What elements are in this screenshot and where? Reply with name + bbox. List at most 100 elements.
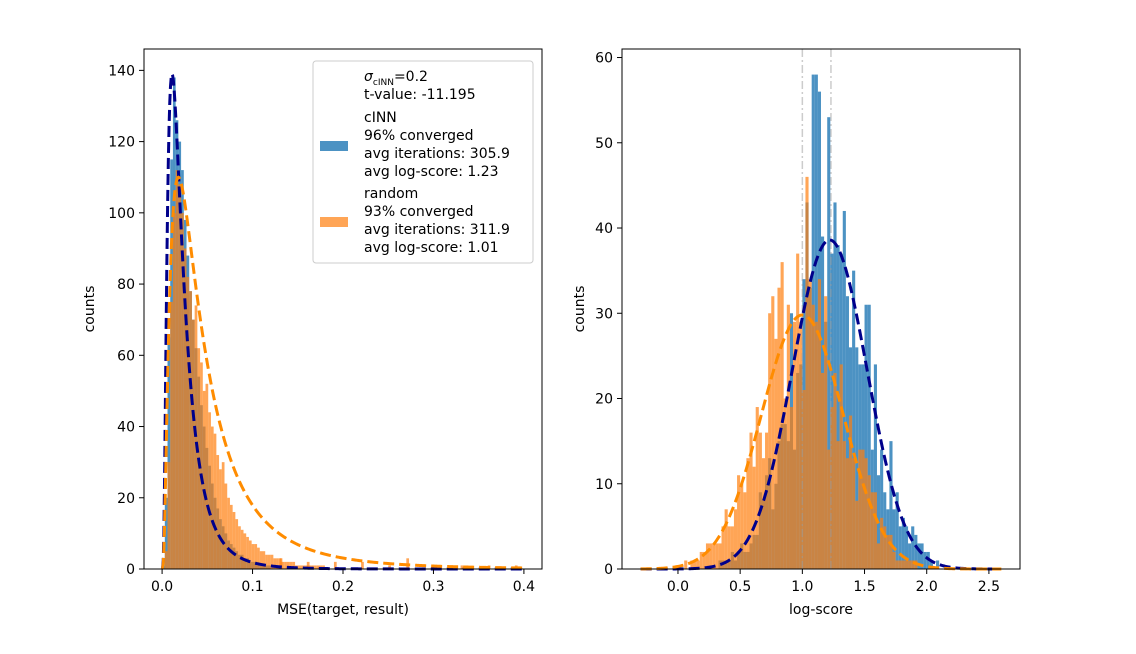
bar-random — [216, 455, 220, 569]
bar-random — [789, 407, 794, 569]
legend-cinn-iterations: avg iterations: 305.9 — [364, 146, 510, 162]
bar-cinn — [880, 449, 884, 569]
bar-cinn — [908, 543, 912, 569]
bar-cinn — [911, 526, 915, 569]
bar-random — [248, 540, 252, 569]
bar-random — [297, 565, 301, 569]
bar-random — [270, 554, 274, 569]
legend-t-value: t-value: -11.195 — [364, 87, 476, 103]
bar-random — [210, 426, 214, 569]
x-tick-label: 1.0 — [791, 579, 813, 595]
bar-random — [229, 504, 233, 569]
legend-sigma-line: σcINN=0.2 — [364, 69, 428, 88]
bar-cinn — [936, 560, 940, 569]
bar-random — [749, 432, 753, 569]
fit-curve-cinn — [640, 238, 1002, 571]
bar-random — [273, 558, 277, 569]
right-x-label: log-score — [789, 602, 853, 618]
bar-random — [286, 561, 290, 569]
bar-random — [836, 441, 840, 569]
left-y-ticks: 0 20 40 60 80 100 120 140 — [108, 63, 144, 578]
x-tick-label: 0.0 — [667, 579, 689, 595]
bar-random — [276, 558, 279, 569]
bar-random — [235, 519, 239, 569]
bar-random — [702, 551, 706, 569]
bar-random — [257, 547, 260, 569]
left-histogram-panel: 0.0 0.1 0.2 0.3 0.4 0 20 40 60 80 100 120 140 MSE(t… — [82, 48, 543, 618]
bar-random — [861, 449, 865, 569]
bar-random — [189, 291, 192, 569]
bar-random — [254, 544, 258, 569]
legend-cinn-logscore: avg log-score: 1.23 — [364, 164, 499, 180]
bar-cinn — [920, 543, 924, 569]
bar-cinn — [852, 270, 856, 569]
bar-random — [733, 509, 738, 569]
bar-random — [194, 305, 198, 569]
bar-random — [889, 534, 893, 569]
bar-cinn — [917, 543, 921, 569]
y-tick-label: 10 — [595, 477, 613, 493]
left-x-label: MSE(target, result) — [277, 602, 409, 618]
bar-random — [883, 526, 887, 569]
x-tick-label: 0.5 — [729, 579, 751, 595]
y-tick-label: 0 — [126, 562, 135, 578]
right-x-ticks: 0.0 0.5 1.0 1.5 2.0 2.5 — [667, 569, 1000, 595]
bar-random — [842, 441, 846, 569]
bar-random — [737, 475, 741, 569]
bar-random — [824, 296, 828, 569]
fit-curve-random — [640, 313, 1002, 571]
y-tick-label: 30 — [595, 306, 613, 322]
bar-random — [786, 304, 790, 569]
bar-cinn — [914, 534, 918, 569]
legend-swatch-cinn — [320, 141, 348, 151]
bar-cinn — [167, 337, 171, 569]
bar-random — [833, 372, 837, 569]
x-tick-label: 0.2 — [332, 579, 354, 595]
x-tick-label: 2.0 — [916, 579, 938, 595]
bar-random — [175, 170, 179, 569]
bar-random — [200, 362, 203, 569]
bar-random — [827, 449, 831, 569]
bar-random — [186, 276, 190, 569]
bar-random — [238, 526, 241, 569]
bar-random — [727, 526, 731, 569]
y-tick-label: 40 — [595, 221, 613, 237]
legend-random-converged: 93% converged — [364, 204, 474, 220]
bar-random — [771, 296, 775, 569]
y-tick-label: 60 — [117, 348, 135, 364]
x-tick-label: 0.0 — [151, 579, 173, 595]
bar-cinn — [873, 364, 877, 569]
y-tick-label: 20 — [117, 491, 135, 507]
x-tick-label: 0.4 — [513, 579, 535, 595]
bar-random — [172, 212, 176, 569]
y-tick-label: 80 — [117, 277, 135, 293]
bar-cinn — [923, 551, 927, 569]
bar-random — [240, 529, 244, 569]
x-tick-label: 0.1 — [241, 579, 263, 595]
bar-random — [839, 364, 843, 569]
legend-swatch-random — [320, 217, 348, 227]
bar-random — [267, 554, 271, 569]
bar-random — [848, 415, 853, 569]
y-tick-label: 40 — [117, 420, 135, 436]
bar-random — [724, 509, 728, 569]
bar-random — [232, 512, 236, 569]
bar-random — [873, 492, 877, 569]
bar-random — [765, 432, 769, 569]
bar-cinn — [898, 526, 902, 569]
bar-random — [755, 407, 759, 569]
bar-random — [693, 560, 697, 569]
bar-random — [246, 536, 249, 569]
bar-random — [718, 543, 722, 569]
bar-random — [730, 526, 734, 569]
bar-random — [696, 560, 700, 569]
bar-random — [886, 534, 890, 569]
bar-random — [289, 561, 293, 569]
bar-random — [852, 458, 856, 569]
bar-random — [460, 565, 464, 569]
legend-cinn-converged: 96% converged — [364, 128, 474, 144]
bar-random — [178, 184, 182, 569]
bar-random — [224, 483, 228, 569]
bar-random — [752, 466, 756, 569]
right-bars — [684, 49, 940, 570]
